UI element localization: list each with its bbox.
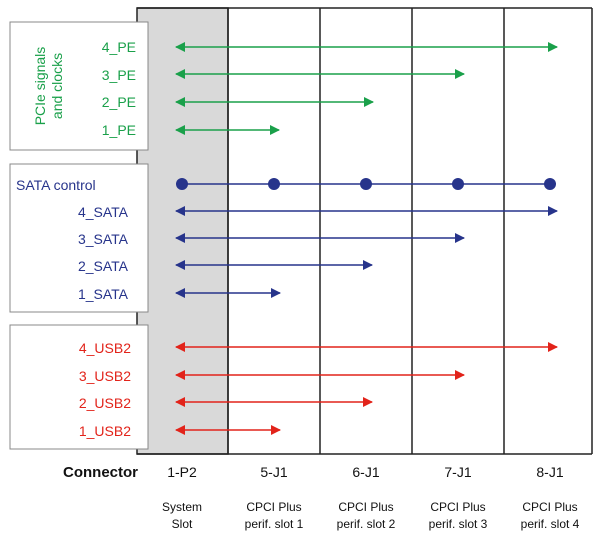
connector-desc: perif. slot 2 xyxy=(337,517,396,531)
usb-signals: 4_USB2 3_USB2 2_USB2 1_USB2 xyxy=(79,340,558,439)
signal-label: 3_USB2 xyxy=(79,368,131,384)
bus-drop-dot xyxy=(176,178,188,190)
pcie-group-title-line2: and clocks xyxy=(49,53,65,119)
bus-drop-dot xyxy=(452,178,464,190)
signal-label: 1_SATA xyxy=(78,286,129,302)
signal-label: 2_PE xyxy=(102,94,136,110)
connector-id: 8-J1 xyxy=(536,464,563,480)
signal-label: 1_USB2 xyxy=(79,423,131,439)
bus-drop-dot xyxy=(544,178,556,190)
connector-header: Connector xyxy=(63,464,138,481)
connector-desc: CPCI Plus xyxy=(430,500,485,514)
signal-label: 4_PE xyxy=(102,39,136,55)
connector-desc: CPCI Plus xyxy=(338,500,393,514)
system-slot-column xyxy=(136,7,229,455)
connector-desc: perif. slot 1 xyxy=(245,517,304,531)
connector-descriptions: System Slot CPCI Plus perif. slot 1 CPCI… xyxy=(162,500,580,531)
bus-drop-dot xyxy=(268,178,280,190)
signal-label: 4_USB2 xyxy=(79,340,131,356)
connector-desc: CPCI Plus xyxy=(522,500,577,514)
connector-id: 1-P2 xyxy=(167,464,197,480)
connector-desc: CPCI Plus xyxy=(246,500,301,514)
bus-drop-dot xyxy=(360,178,372,190)
signal-label: 2_SATA xyxy=(78,258,129,274)
connector-desc: perif. slot 3 xyxy=(429,517,488,531)
connector-id: 5-J1 xyxy=(260,464,287,480)
usb-group-box xyxy=(9,324,149,450)
signal-label: 2_USB2 xyxy=(79,395,131,411)
pcie-group-title: PCIe signals xyxy=(32,47,48,126)
connector-ids: 1-P2 5-J1 6-J1 7-J1 8-J1 xyxy=(167,464,564,480)
connector-desc: Slot xyxy=(172,517,193,531)
connector-id: 6-J1 xyxy=(352,464,379,480)
signal-label: 1_PE xyxy=(102,122,136,138)
sata-control-label: SATA control xyxy=(16,177,96,193)
signal-label: 3_PE xyxy=(102,67,136,83)
slot-columns xyxy=(137,7,593,455)
signal-label: 4_SATA xyxy=(78,204,129,220)
sata-group-box xyxy=(9,163,149,313)
connector-id: 7-J1 xyxy=(444,464,471,480)
sata-signals: 4_SATA 3_SATA 2_SATA 1_SATA xyxy=(78,204,558,302)
pcie-signals: 4_PE 3_PE 2_PE 1_PE xyxy=(102,39,558,138)
pcie-group-box xyxy=(9,21,149,151)
connector-desc: System xyxy=(162,500,202,514)
connector-desc: perif. slot 4 xyxy=(521,517,580,531)
signal-label: 3_SATA xyxy=(78,231,129,247)
sata-control-bus: SATA control xyxy=(16,177,556,193)
